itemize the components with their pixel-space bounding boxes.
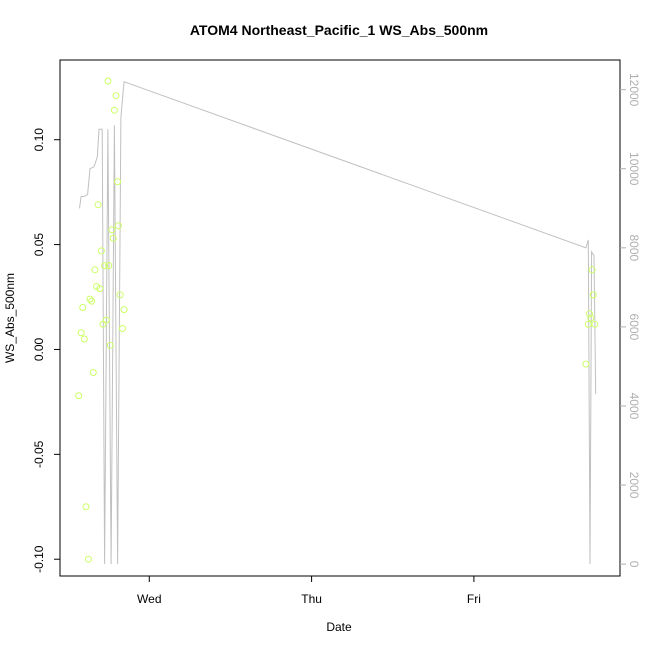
data-point — [89, 369, 97, 376]
data-point — [101, 262, 109, 270]
data-point — [588, 266, 596, 274]
data-point — [586, 310, 593, 318]
plot-frame — [59, 59, 621, 577]
data-point — [114, 178, 122, 186]
data-point — [119, 325, 126, 332]
y-right-tick-label: 10000 — [627, 152, 641, 186]
data-point — [104, 77, 112, 85]
data-point — [114, 222, 122, 230]
data-point — [109, 234, 117, 242]
data-point — [82, 503, 90, 511]
data-point — [88, 297, 96, 305]
data-point — [91, 266, 99, 274]
series-points — [75, 77, 599, 563]
data-point — [582, 360, 590, 368]
x-tick-label: Thu — [301, 592, 322, 606]
data-point — [591, 320, 599, 328]
y-axis-label: WS_Abs_500nm — [3, 273, 17, 363]
data-point — [79, 304, 87, 311]
y-right-tick-label: 2000 — [627, 472, 641, 499]
y-right-tick-label: 12000 — [627, 73, 641, 107]
data-point — [75, 392, 83, 400]
y-left-tick-label: 0.00 — [32, 337, 46, 361]
data-point — [116, 291, 124, 299]
data-point — [94, 201, 102, 209]
y-right-tick-label: 0 — [627, 561, 641, 568]
series-line — [79, 81, 597, 565]
data-point — [86, 295, 94, 303]
data-point — [80, 335, 88, 343]
data-point — [589, 291, 597, 299]
y-left-tick-label: 0.10 — [32, 128, 46, 152]
x-axis-label: Date — [326, 620, 352, 634]
y-axis-left: -0.10 -0.05 0.00 0.05 0.10 — [32, 128, 60, 573]
y-right-tick-label: 4000 — [627, 393, 641, 420]
y-left-tick-label: 0.05 — [32, 233, 46, 257]
data-point — [96, 285, 104, 293]
data-point — [110, 106, 118, 114]
data-point — [84, 555, 92, 563]
x-tick-label: Fri — [467, 592, 481, 606]
data-point — [112, 92, 120, 100]
y-axis-right: 0 2000 4000 6000 8000 10000 12000 — [620, 73, 641, 568]
y-left-tick-label: -0.05 — [32, 440, 46, 468]
series-line-path — [79, 81, 597, 565]
data-point — [97, 247, 105, 255]
data-point — [105, 262, 113, 270]
data-point — [102, 316, 110, 324]
y-right-tick-label: 8000 — [627, 234, 641, 261]
chart-title: ATOM4 Northeast_Pacific_1 WS_Abs_500nm — [190, 22, 488, 38]
data-point — [108, 226, 116, 234]
x-axis: Wed Thu Fri — [137, 576, 481, 606]
data-point — [120, 306, 128, 314]
data-point — [587, 314, 595, 322]
data-point — [99, 320, 107, 328]
y-left-tick-label: -0.10 — [32, 545, 46, 573]
data-point — [77, 329, 85, 337]
x-tick-label: Wed — [137, 592, 161, 606]
data-point — [106, 341, 114, 349]
y-right-tick-label: 6000 — [627, 314, 641, 341]
